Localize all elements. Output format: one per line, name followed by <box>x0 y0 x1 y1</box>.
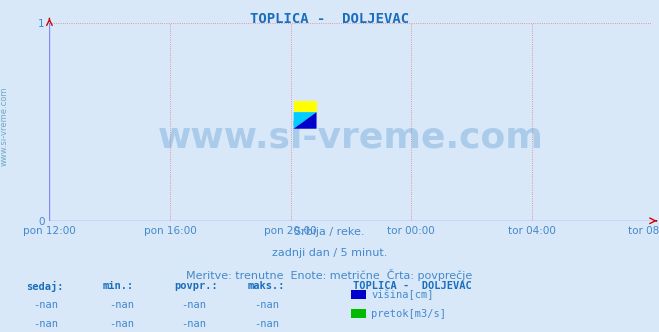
Polygon shape <box>294 112 316 129</box>
Text: -nan: -nan <box>109 300 134 310</box>
Text: www.si-vreme.com: www.si-vreme.com <box>158 121 544 155</box>
Text: TOPLICA -  DOLJEVAC: TOPLICA - DOLJEVAC <box>353 281 471 290</box>
Text: povpr.:: povpr.: <box>175 281 218 290</box>
Text: min.:: min.: <box>102 281 133 290</box>
Text: TOPLICA -  DOLJEVAC: TOPLICA - DOLJEVAC <box>250 12 409 26</box>
Text: -nan: -nan <box>109 319 134 329</box>
Bar <box>294 102 316 112</box>
Text: višina[cm]: višina[cm] <box>371 289 434 300</box>
Text: -nan: -nan <box>181 300 206 310</box>
Polygon shape <box>294 112 316 129</box>
Text: Srbija / reke.: Srbija / reke. <box>295 227 364 237</box>
Text: -nan: -nan <box>254 300 279 310</box>
Text: Meritve: trenutne  Enote: metrične  Črta: povprečje: Meritve: trenutne Enote: metrične Črta: … <box>186 269 473 281</box>
Text: sedaj:: sedaj: <box>26 281 64 291</box>
Text: maks.:: maks.: <box>247 281 285 290</box>
Text: -nan: -nan <box>33 319 58 329</box>
Text: -nan: -nan <box>33 300 58 310</box>
Text: www.si-vreme.com: www.si-vreme.com <box>0 86 9 166</box>
Text: -nan: -nan <box>181 319 206 329</box>
Text: -nan: -nan <box>254 319 279 329</box>
Text: pretok[m3/s]: pretok[m3/s] <box>371 309 446 319</box>
Text: zadnji dan / 5 minut.: zadnji dan / 5 minut. <box>272 248 387 258</box>
